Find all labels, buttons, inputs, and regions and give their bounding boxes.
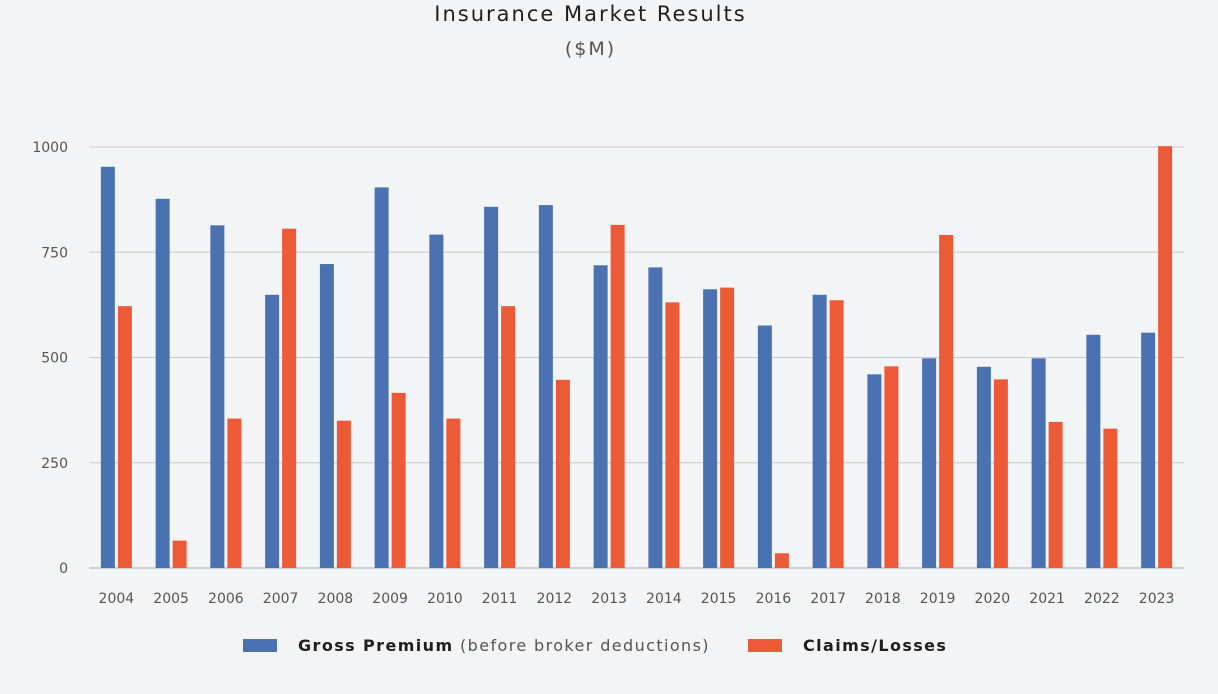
bar-claims-losses-2012 xyxy=(555,379,570,568)
chart-legend: Gross Premium (before broker deductions)… xyxy=(0,636,1218,662)
bar-gross-premium-2006 xyxy=(210,225,225,568)
x-tick-label: 2019 xyxy=(920,591,956,607)
bar-gross-premium-2017 xyxy=(812,294,827,568)
bar-claims-losses-2010 xyxy=(446,418,461,568)
x-tick-label: 2022 xyxy=(1084,591,1120,607)
bar-gross-premium-2009 xyxy=(374,187,389,568)
bar-claims-losses-2013 xyxy=(610,224,625,568)
y-tick-label: 1000 xyxy=(32,140,68,156)
bar-gross-premium-2012 xyxy=(538,205,553,568)
bar-claims-losses-2011 xyxy=(501,306,516,568)
bar-gross-premium-2005 xyxy=(155,198,170,568)
legend-note-gross-premium: (before broker deductions) xyxy=(460,636,710,655)
bar-claims-losses-2004 xyxy=(117,306,132,568)
x-tick-label: 2015 xyxy=(701,591,737,607)
bar-claims-losses-2021 xyxy=(1048,421,1063,568)
x-tick-label: 2005 xyxy=(153,591,189,607)
chart-title: Insurance Market Results xyxy=(434,2,747,26)
bar-claims-losses-2015 xyxy=(720,287,735,568)
x-tick-label: 2013 xyxy=(591,591,627,607)
bar-gross-premium-2004 xyxy=(100,166,115,569)
bar-claims-losses-2009 xyxy=(391,392,406,568)
bar-gross-premium-2011 xyxy=(484,206,499,569)
legend-label-claims-losses: Claims/Losses xyxy=(803,636,948,655)
x-tick-label: 2008 xyxy=(318,591,354,607)
legend-swatch-claims-losses xyxy=(748,639,782,652)
x-tick-label: 2012 xyxy=(537,591,573,607)
y-tick-label: 750 xyxy=(41,245,68,261)
bar-gross-premium-2007 xyxy=(265,294,280,568)
x-tick-label: 2023 xyxy=(1139,591,1175,607)
x-tick-label: 2009 xyxy=(372,591,408,607)
x-tick-label: 2018 xyxy=(865,591,901,607)
bar-gross-premium-2021 xyxy=(1031,358,1046,568)
bar-claims-losses-2017 xyxy=(829,300,844,568)
x-tick-label: 2006 xyxy=(208,591,244,607)
bar-gross-premium-2010 xyxy=(429,234,444,568)
x-tick-label: 2011 xyxy=(482,591,518,607)
bar-gross-premium-2022 xyxy=(1086,334,1101,568)
bar-claims-losses-2006 xyxy=(227,418,242,568)
legend-swatch-gross-premium xyxy=(243,639,277,652)
bar-gross-premium-2008 xyxy=(319,264,334,568)
bar-claims-losses-2023 xyxy=(1158,146,1173,568)
bar-gross-premium-2016 xyxy=(757,325,772,568)
x-tick-label: 2010 xyxy=(427,591,463,607)
y-tick-label: 250 xyxy=(41,456,68,472)
legend-item-gross-premium: Gross Premium (before broker deductions) xyxy=(243,636,710,655)
bar-gross-premium-2020 xyxy=(976,366,991,568)
bar-claims-losses-2014 xyxy=(665,302,680,568)
x-tick-label: 2014 xyxy=(646,591,682,607)
bar-gross-premium-2023 xyxy=(1141,332,1156,568)
bar-gross-premium-2019 xyxy=(922,358,937,568)
x-tick-label: 2007 xyxy=(263,591,299,607)
bar-claims-losses-2022 xyxy=(1103,428,1118,568)
bar-gross-premium-2015 xyxy=(703,289,718,568)
bar-claims-losses-2016 xyxy=(774,553,789,568)
x-tick-label: 2017 xyxy=(810,591,846,607)
chart-subtitle: ($M) xyxy=(564,38,617,60)
bar-claims-losses-2008 xyxy=(336,420,351,568)
legend-item-claims-losses: Claims/Losses xyxy=(748,636,947,655)
bar-claims-losses-2005 xyxy=(172,540,187,568)
bar-claims-losses-2007 xyxy=(282,228,297,568)
y-tick-label: 500 xyxy=(41,351,68,367)
bar-claims-losses-2020 xyxy=(993,379,1008,568)
x-tick-label: 2016 xyxy=(756,591,792,607)
x-tick-label: 2004 xyxy=(99,591,135,607)
bar-claims-losses-2018 xyxy=(884,366,899,568)
x-tick-label: 2021 xyxy=(1029,591,1065,607)
bar-gross-premium-2014 xyxy=(648,267,663,568)
x-tick-label: 2020 xyxy=(975,591,1011,607)
bar-claims-losses-2019 xyxy=(939,234,954,568)
legend-label-gross-premium: Gross Premium xyxy=(298,636,454,655)
bar-gross-premium-2013 xyxy=(593,265,608,568)
y-tick-label: 0 xyxy=(59,561,68,577)
bar-gross-premium-2018 xyxy=(867,374,882,568)
